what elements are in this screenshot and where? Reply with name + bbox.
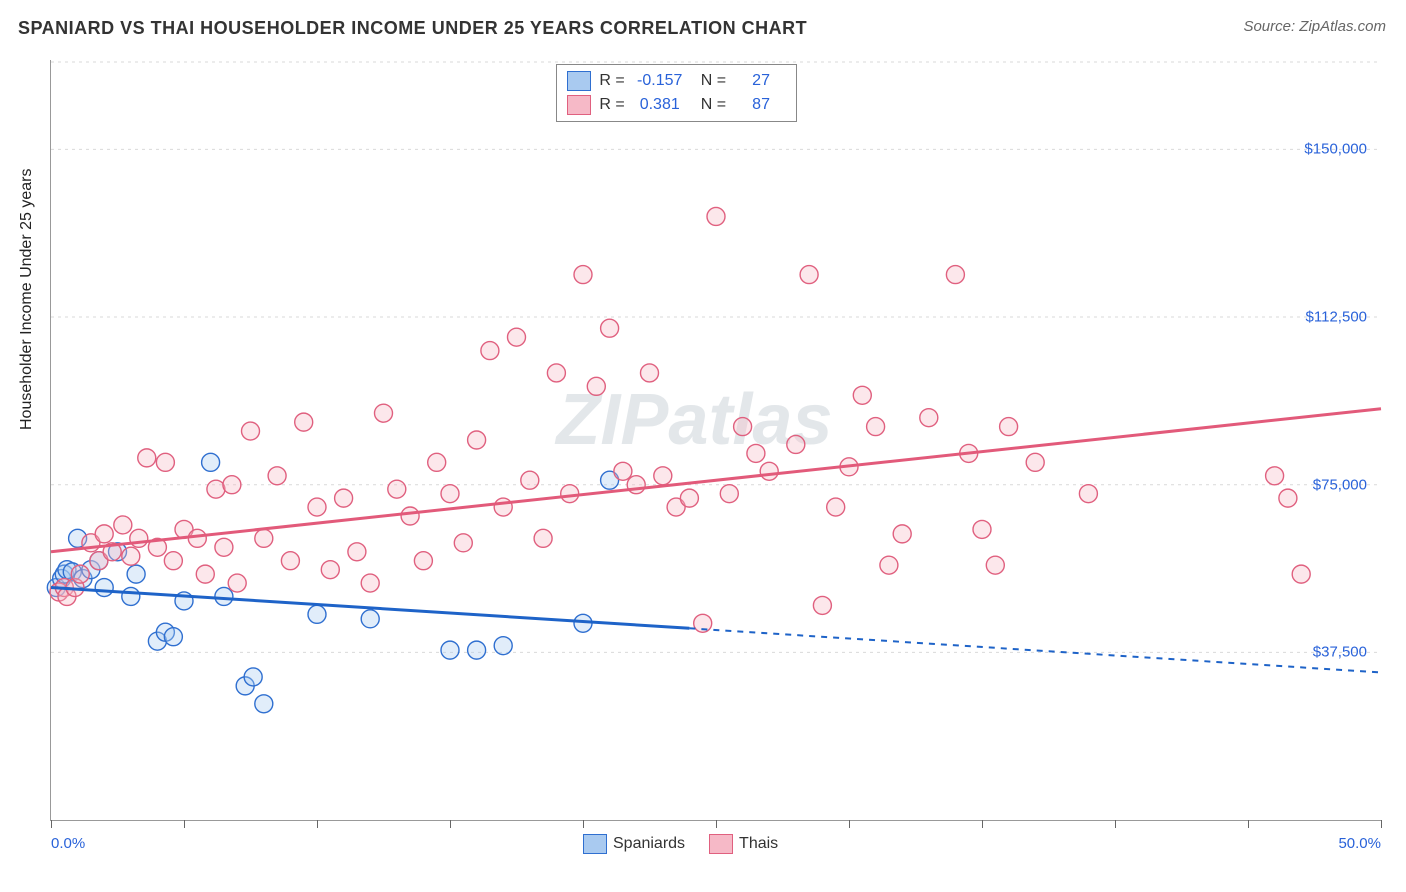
legend-n-value: 27 bbox=[736, 69, 786, 93]
correlation-legend: R = -0.157 N = 27 R = 0.381 N = 87 bbox=[556, 64, 797, 122]
legend-swatch bbox=[583, 834, 607, 854]
x-tick-label: 50.0% bbox=[1338, 835, 1381, 852]
x-tick-mark bbox=[450, 820, 451, 828]
y-tick-label: $37,500 bbox=[1313, 644, 1367, 661]
x-tick-label: 0.0% bbox=[51, 835, 85, 852]
x-tick-mark bbox=[1381, 820, 1382, 828]
x-tick-mark bbox=[716, 820, 717, 828]
legend-r-label: R = bbox=[599, 69, 624, 93]
series-legend: Spaniards Thais bbox=[583, 834, 778, 854]
source-attribution: Source: ZipAtlas.com bbox=[1243, 18, 1386, 35]
trend-lines-layer bbox=[51, 60, 1381, 820]
x-tick-mark bbox=[1248, 820, 1249, 828]
chart-title: SPANIARD VS THAI HOUSEHOLDER INCOME UNDE… bbox=[18, 18, 807, 39]
legend-r-value: -0.157 bbox=[635, 69, 685, 93]
x-tick-mark bbox=[982, 820, 983, 828]
legend-r-value: 0.381 bbox=[635, 93, 685, 117]
series-legend-label: Spaniards bbox=[613, 835, 685, 852]
legend-n-value: 87 bbox=[736, 93, 786, 117]
legend-swatch bbox=[567, 71, 591, 91]
series-legend-item: Thais bbox=[709, 834, 778, 854]
x-tick-mark bbox=[51, 820, 52, 828]
series-legend-label: Thais bbox=[739, 835, 778, 852]
series-legend-item: Spaniards bbox=[583, 834, 685, 854]
x-tick-mark bbox=[583, 820, 584, 828]
x-tick-mark bbox=[317, 820, 318, 828]
x-tick-mark bbox=[849, 820, 850, 828]
x-tick-mark bbox=[184, 820, 185, 828]
legend-n-label: N = bbox=[701, 69, 726, 93]
legend-row: R = -0.157 N = 27 bbox=[567, 69, 786, 93]
legend-n-label: N = bbox=[701, 93, 726, 117]
legend-r-label: R = bbox=[599, 93, 624, 117]
y-tick-label: $75,000 bbox=[1313, 476, 1367, 493]
chart-plot-area: ZIPatlas R =-0.157N =27R =0.381N =87 Spa… bbox=[50, 60, 1381, 821]
y-axis-label: Householder Income Under 25 years bbox=[18, 169, 36, 430]
legend-row: R = 0.381 N = 87 bbox=[567, 93, 786, 117]
x-tick-mark bbox=[1115, 820, 1116, 828]
legend-swatch bbox=[709, 834, 733, 854]
y-tick-label: $112,500 bbox=[1306, 309, 1367, 326]
legend-swatch bbox=[567, 95, 591, 115]
y-tick-label: $150,000 bbox=[1304, 141, 1367, 158]
